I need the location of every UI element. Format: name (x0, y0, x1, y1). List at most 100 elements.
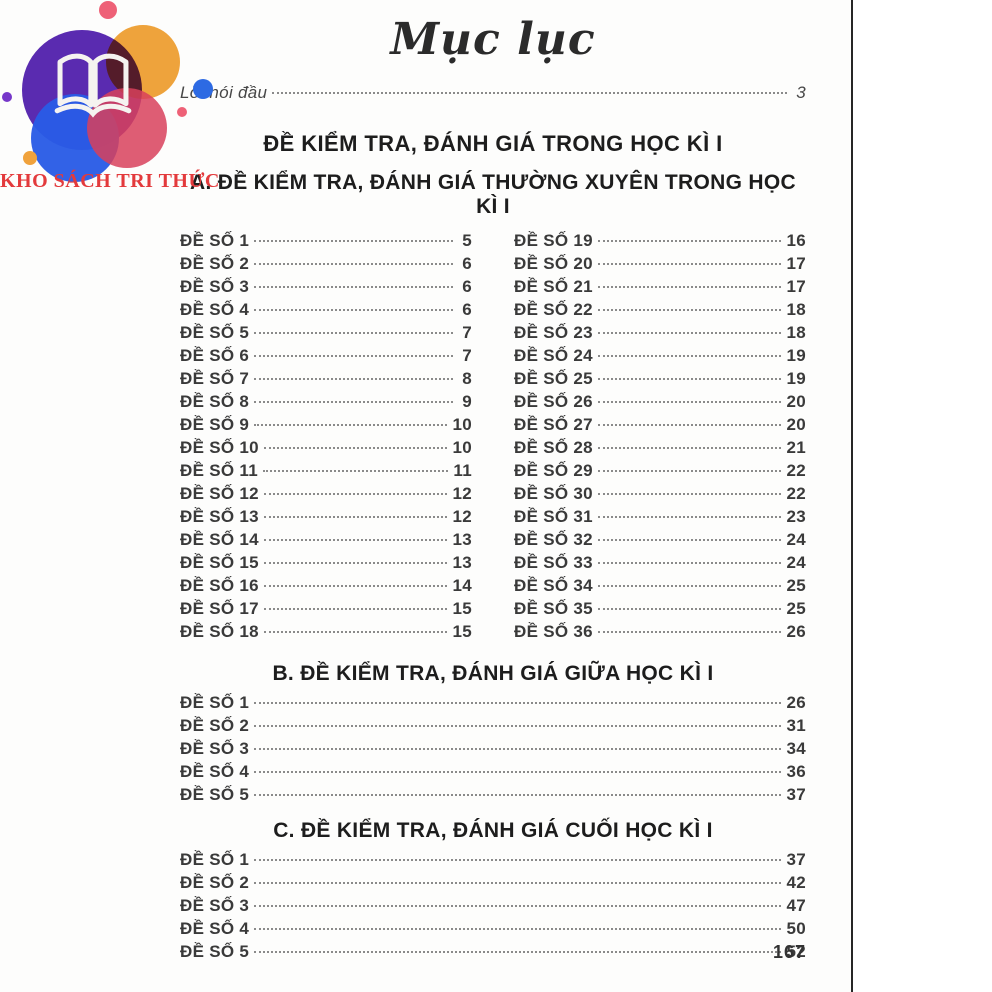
toc-entry-label: ĐỀ SỐ 18 (180, 621, 259, 641)
toc-entry-label: ĐỀ SỐ 1 (180, 230, 250, 250)
page-number: 167 (772, 942, 806, 962)
toc-entry-label: ĐỀ SỐ 3 (180, 738, 250, 758)
dot-leader (597, 630, 782, 633)
toc-entry-label: ĐỀ SỐ 36 (514, 621, 593, 641)
dot-leader (263, 515, 448, 518)
toc-entry-page-number: 18 (786, 299, 806, 319)
dot-leader (597, 262, 782, 265)
dot-leader (254, 858, 782, 861)
main-heading: ĐỀ KIỂM TRA, ĐÁNH GIÁ TRONG HỌC KÌ I (263, 130, 723, 156)
section-a-columns: ĐỀ SỐ 1 5 ĐỀ SỐ 2 6 ĐỀ SỐ 3 6 ĐỀ SỐ 4 6 … (180, 231, 806, 645)
dot-leader (254, 285, 453, 288)
toc-entry: ĐỀ SỐ 13 12 (180, 507, 472, 530)
page-edge-line (851, 0, 853, 992)
toc-entry-page-number: 26 (786, 692, 806, 712)
dot-leader (254, 354, 453, 357)
preface-page-number: 3 (796, 82, 806, 102)
toc-entry-label: ĐỀ SỐ 34 (514, 575, 593, 595)
toc-entry-label: ĐỀ SỐ 28 (514, 437, 593, 457)
toc-entry-page-number: 22 (786, 460, 806, 480)
toc-entry-label: ĐỀ SỐ 7 (180, 368, 250, 388)
toc-entry-label: ĐỀ SỐ 13 (180, 506, 259, 526)
toc-page: Mục lục Lời nói đầu 3 ĐỀ KIỂM TRA, ĐÁNH … (180, 14, 806, 962)
dot-leader (254, 239, 453, 242)
toc-entry: ĐỀ SỐ 23 18 (514, 323, 806, 346)
dot-leader (254, 724, 782, 727)
dot-leader (597, 423, 782, 426)
dot-leader (254, 770, 782, 773)
toc-entry: ĐỀ SỐ 11 11 (180, 461, 472, 484)
toc-entry: ĐỀ SỐ 17 15 (180, 599, 472, 622)
dot-leader (254, 423, 448, 426)
dot-leader (254, 262, 453, 265)
toc-entry-label: ĐỀ SỐ 31 (514, 506, 593, 526)
toc-entry: ĐỀ SỐ 3 47 (180, 896, 806, 919)
toc-entry: ĐỀ SỐ 4 6 (180, 300, 472, 323)
toc-entry-label: ĐỀ SỐ 14 (180, 529, 259, 549)
toc-entry: ĐỀ SỐ 31 23 (514, 507, 806, 530)
toc-entry-page-number: 6 (462, 253, 472, 273)
toc-entry-page-number: 34 (786, 738, 806, 758)
toc-entry-page-number: 24 (786, 552, 806, 572)
toc-entry-label: ĐỀ SỐ 4 (180, 299, 250, 319)
dot-leader (254, 331, 453, 334)
toc-entry-label: ĐỀ SỐ 9 (180, 414, 250, 434)
dot-leader (597, 515, 782, 518)
toc-entry-label: ĐỀ SỐ 5 (180, 941, 250, 961)
toc-entry-page-number: 50 (786, 918, 806, 938)
toc-entry-label: ĐỀ SỐ 21 (514, 276, 593, 296)
toc-entry-label: ĐỀ SỐ 33 (514, 552, 593, 572)
dot-leader (597, 239, 782, 242)
toc-entry: ĐỀ SỐ 8 9 (180, 392, 472, 415)
dot-leader (254, 950, 782, 953)
toc-entry-label: ĐỀ SỐ 29 (514, 460, 593, 480)
toc-entry-page-number: 5 (462, 230, 472, 250)
toc-entry: ĐỀ SỐ 32 24 (514, 530, 806, 553)
toc-entry: ĐỀ SỐ 20 17 (514, 254, 806, 277)
toc-entry-page-number: 18 (786, 322, 806, 342)
toc-entry: ĐỀ SỐ 19 16 (514, 231, 806, 254)
toc-entry: ĐỀ SỐ 12 12 (180, 484, 472, 507)
toc-entry-label: ĐỀ SỐ 32 (514, 529, 593, 549)
toc-entry-label: ĐỀ SỐ 4 (180, 918, 250, 938)
dot-leader (263, 630, 448, 633)
toc-entry: ĐỀ SỐ 18 15 (180, 622, 472, 645)
toc-entry-label: ĐỀ SỐ 17 (180, 598, 259, 618)
toc-entry: ĐỀ SỐ 21 17 (514, 277, 806, 300)
dot-leader (254, 904, 782, 907)
toc-entry-label: ĐỀ SỐ 27 (514, 414, 593, 434)
toc-entry: ĐỀ SỐ 4 36 (180, 762, 806, 785)
toc-entry-page-number: 15 (452, 621, 472, 641)
toc-entry: ĐỀ SỐ 2 31 (180, 716, 806, 739)
toc-entry-label: ĐỀ SỐ 5 (180, 322, 250, 342)
toc-entry-page-number: 25 (786, 575, 806, 595)
dot-leader (254, 927, 782, 930)
toc-entry: ĐỀ SỐ 14 13 (180, 530, 472, 553)
toc-entry: ĐỀ SỐ 25 19 (514, 369, 806, 392)
toc-entry-page-number: 31 (786, 715, 806, 735)
toc-entry: ĐỀ SỐ 3 34 (180, 739, 806, 762)
dot-leader (272, 91, 787, 94)
toc-entry-page-number: 52 (786, 941, 806, 961)
dot-leader (597, 561, 782, 564)
toc-entry: ĐỀ SỐ 1 5 (180, 231, 472, 254)
toc-entry-page-number: 11 (453, 460, 472, 480)
toc-entry: ĐỀ SỐ 2 42 (180, 873, 806, 896)
section-a-right-column: ĐỀ SỐ 19 16 ĐỀ SỐ 20 17 ĐỀ SỐ 21 17 ĐỀ S… (514, 231, 806, 645)
dot-leader (263, 561, 448, 564)
toc-entry: ĐỀ SỐ 1 37 (180, 850, 806, 873)
toc-entry-label: ĐỀ SỐ 15 (180, 552, 259, 572)
toc-entry: ĐỀ SỐ 36 26 (514, 622, 806, 645)
toc-entry: ĐỀ SỐ 30 22 (514, 484, 806, 507)
toc-entry-label: ĐỀ SỐ 11 (180, 460, 258, 480)
toc-entry-label: ĐỀ SỐ 5 (180, 784, 250, 804)
toc-entry: ĐỀ SỐ 28 21 (514, 438, 806, 461)
dot-leader (597, 584, 782, 587)
section-a-heading: A. ĐỀ KIỂM TRA, ĐÁNH GIÁ THƯỜNG XUYÊN TR… (190, 170, 796, 218)
toc-entry-label: ĐỀ SỐ 2 (180, 715, 250, 735)
dot-leader (597, 469, 782, 472)
section-c-heading: C. ĐỀ KIỂM TRA, ĐÁNH GIÁ CUỐI HỌC KÌ I (273, 818, 713, 842)
toc-entry: ĐỀ SỐ 29 22 (514, 461, 806, 484)
toc-entry-page-number: 17 (786, 276, 806, 296)
dot-leader (597, 354, 782, 357)
